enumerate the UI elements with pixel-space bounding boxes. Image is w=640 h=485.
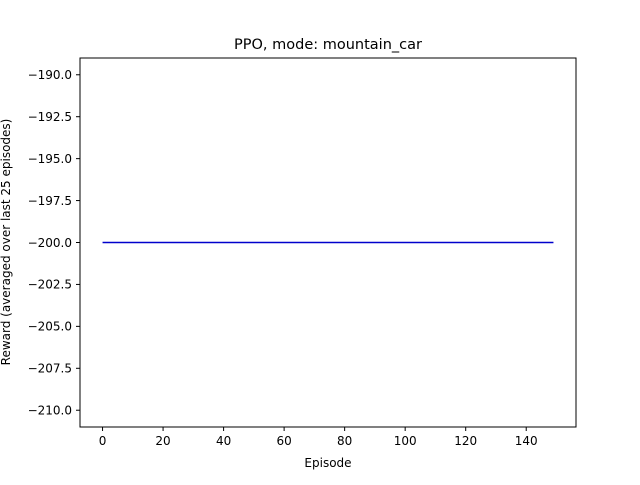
x-tick-label: 20 — [155, 434, 170, 448]
y-tick-label: −200.0 — [28, 236, 72, 250]
x-axis-label: Episode — [304, 456, 351, 470]
x-tick-label: 140 — [515, 434, 538, 448]
y-tick-label: −210.0 — [28, 404, 72, 418]
y-tick-label: −192.5 — [28, 110, 72, 124]
y-axis-label: Reward (averaged over last 25 episodes) — [0, 119, 13, 366]
y-tick-label: −202.5 — [28, 278, 72, 292]
y-tick-label: −197.5 — [28, 194, 72, 208]
x-tick-label: 0 — [99, 434, 107, 448]
x-tick-label: 120 — [454, 434, 477, 448]
x-tick-label: 100 — [394, 434, 417, 448]
x-tick-label: 80 — [337, 434, 352, 448]
y-axis: −190.0 −192.5 −195.0 −197.5 −200.0 −202.5 −205… — [28, 68, 80, 418]
x-tick-label: 60 — [276, 434, 291, 448]
x-tick-label: 40 — [216, 434, 231, 448]
y-tick-label: −195.0 — [28, 152, 72, 166]
x-axis: 0 20 40 60 80 100 120 140 — [99, 427, 538, 448]
y-tick-label: −190.0 — [28, 68, 72, 82]
y-tick-label: −205.0 — [28, 320, 72, 334]
chart-title: PPO, mode: mountain_car — [234, 37, 422, 53]
y-tick-label: −207.5 — [28, 362, 72, 376]
